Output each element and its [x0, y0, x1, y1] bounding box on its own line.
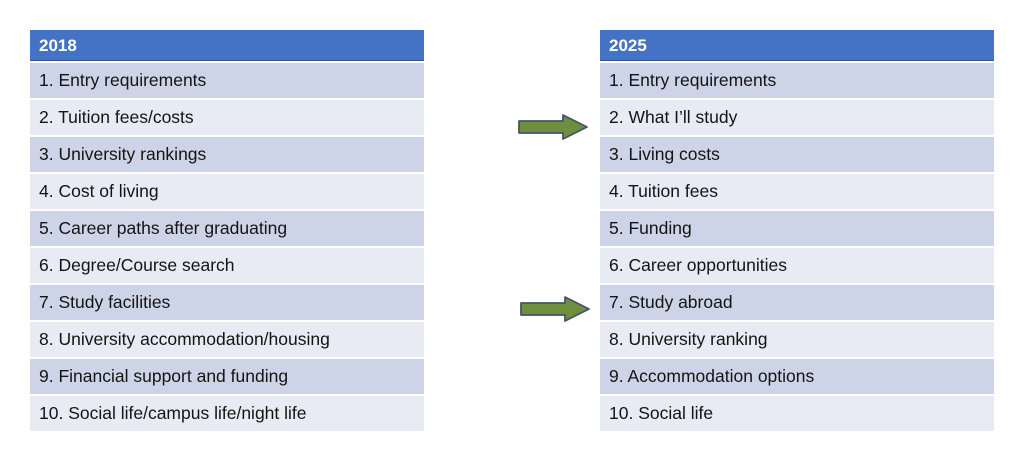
table-row: 3. Living costs	[600, 137, 994, 172]
ranking-table-2025: 2025 1. Entry requirements 2. What I’ll …	[600, 30, 994, 433]
table-row: 1. Entry requirements	[600, 63, 994, 98]
table-row: 9. Accommodation options	[600, 359, 994, 394]
table-row: 4. Cost of living	[30, 174, 424, 209]
ranking-table-2018: 2018 1. Entry requirements 2. Tuition fe…	[30, 30, 424, 433]
table-body-2018: 1. Entry requirements 2. Tuition fees/co…	[30, 63, 424, 431]
table-row: 9. Financial support and funding	[30, 359, 424, 394]
table-row: 2. Tuition fees/costs	[30, 100, 424, 135]
table-row: 6. Career opportunities	[600, 248, 994, 283]
table-title: 2025	[609, 36, 647, 55]
right-arrow-icon	[518, 114, 588, 140]
table-title: 2018	[39, 36, 77, 55]
table-header-2018: 2018	[30, 30, 424, 61]
table-row: 8. University accommodation/housing	[30, 322, 424, 357]
table-row: 6. Degree/Course search	[30, 248, 424, 283]
table-row: 7. Study facilities	[30, 285, 424, 320]
table-body-2025: 1. Entry requirements 2. What I’ll study…	[600, 63, 994, 431]
table-row: 7. Study abroad	[600, 285, 994, 320]
table-row: 10. Social life/campus life/night life	[30, 396, 424, 431]
right-arrow-icon	[520, 296, 590, 322]
table-row: 8. University ranking	[600, 322, 994, 357]
table-row: 5. Funding	[600, 211, 994, 246]
table-row: 5. Career paths after graduating	[30, 211, 424, 246]
table-row: 4. Tuition fees	[600, 174, 994, 209]
table-row: 2. What I’ll study	[600, 100, 994, 135]
table-header-2025: 2025	[600, 30, 994, 61]
table-row: 10. Social life	[600, 396, 994, 431]
table-row: 1. Entry requirements	[30, 63, 424, 98]
table-row: 3. University rankings	[30, 137, 424, 172]
